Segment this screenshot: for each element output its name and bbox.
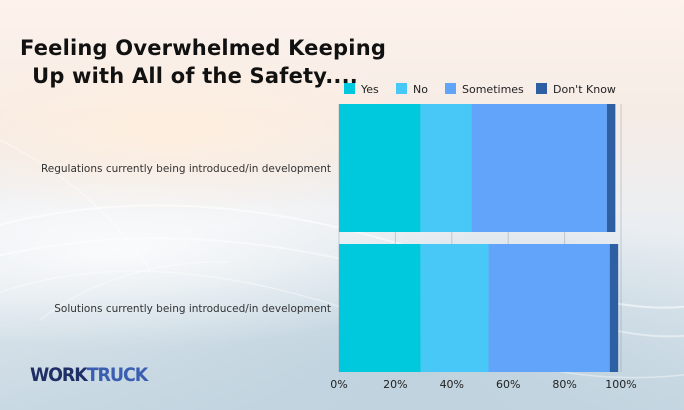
x-tick-label: 0%: [330, 378, 347, 391]
legend-label-yes: Yes: [360, 83, 379, 96]
x-tick-label: 20%: [383, 378, 407, 391]
x-tick-label: 100%: [605, 378, 636, 391]
legend-label-no: No: [413, 83, 428, 96]
bar-yes-1: [339, 104, 421, 232]
legend-label-don-t-know: Don't Know: [553, 83, 616, 96]
x-tick-label: 60%: [496, 378, 520, 391]
bar-yes-2: [339, 244, 421, 372]
bar-no-1: [420, 104, 472, 232]
legend-label-sometimes: Sometimes: [462, 83, 524, 96]
bar-don-t-know-2: [609, 244, 619, 372]
category-label: Regulations currently being introduced/i…: [41, 163, 331, 175]
x-tick-label: 40%: [440, 378, 464, 391]
legend-swatch-yes: [344, 83, 355, 94]
title-line-1: Feeling Overwhelmed Keeping: [20, 36, 387, 60]
title-line-2: Up with All of the Safety....: [32, 64, 358, 88]
bar-sometimes-1: [471, 104, 607, 232]
worktruck-logo: WORKTRUCK: [30, 364, 149, 386]
legend-swatch-don-t-know: [536, 83, 547, 94]
bar-don-t-know-1: [606, 104, 616, 232]
bar-no-2: [420, 244, 489, 372]
legend-swatch-sometimes: [445, 83, 456, 94]
category-label: Solutions currently being introduced/in …: [54, 303, 331, 315]
logo-part-work: WORK: [30, 364, 88, 386]
x-tick-label: 80%: [552, 378, 576, 391]
legend-swatch-no: [396, 83, 407, 94]
bar-sometimes-2: [488, 244, 610, 372]
chart-title: Feeling Overwhelmed Keeping Up with All …: [20, 34, 387, 90]
logo-part-truck: TRUCK: [86, 364, 149, 386]
